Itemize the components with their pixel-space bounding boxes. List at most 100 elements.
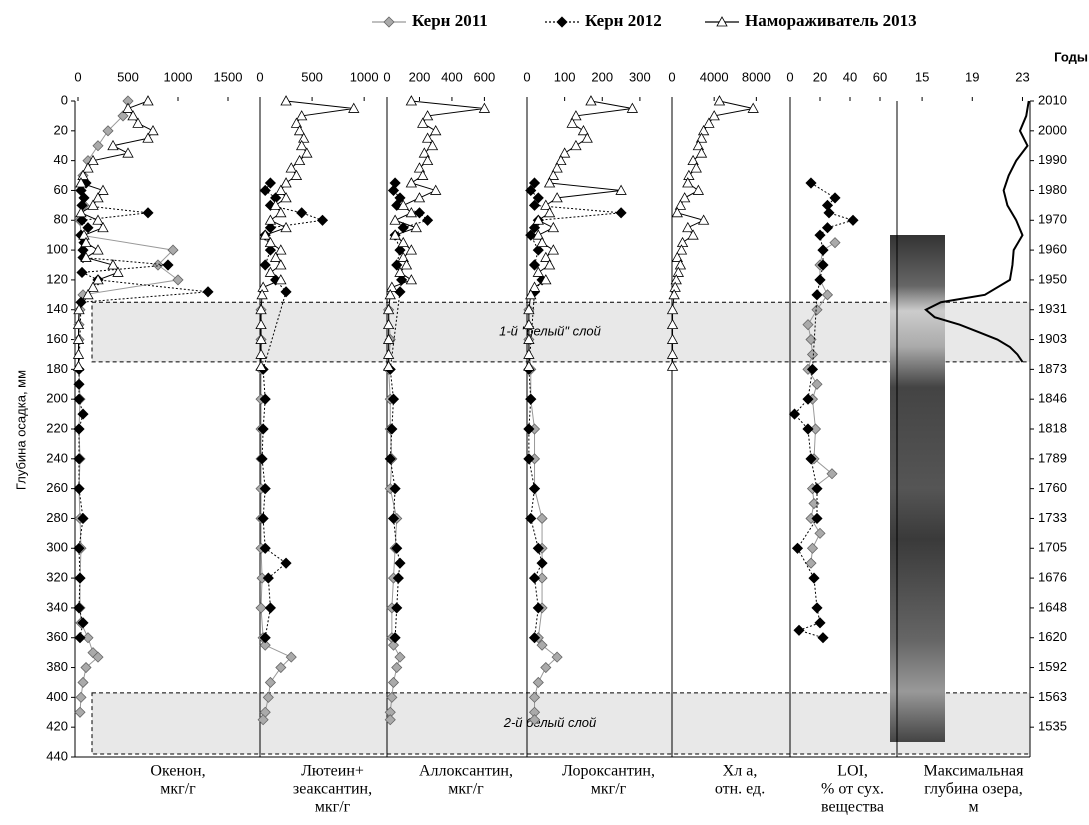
diamond-marker <box>202 286 214 298</box>
diamond-marker <box>264 676 276 689</box>
y2-tick-label: 1563 <box>1038 689 1067 704</box>
diamond-marker <box>525 184 537 197</box>
triangle-marker <box>413 162 426 173</box>
y-tick-label: 140 <box>46 301 68 316</box>
triangle-marker <box>92 274 104 285</box>
diamond-marker <box>532 602 544 614</box>
triangle-marker <box>675 244 688 255</box>
diamond-marker <box>805 557 817 569</box>
y-tick-label: 180 <box>46 361 68 376</box>
triangle-marker <box>389 229 401 240</box>
diamond-marker <box>391 259 403 271</box>
y-tick-label: 280 <box>46 510 68 525</box>
x-tick-label: 1500 <box>214 69 243 84</box>
triangle-marker <box>82 288 94 300</box>
triangle-marker <box>122 102 134 113</box>
x-tick-label: 600 <box>474 69 496 84</box>
diamond-marker <box>793 624 805 636</box>
diamond-marker <box>162 259 174 271</box>
triangle-marker <box>280 221 292 233</box>
triangle-marker <box>747 102 759 113</box>
diamond-marker <box>532 244 544 256</box>
diamond-marker <box>394 557 406 569</box>
triangle-marker <box>97 184 109 195</box>
triangle-marker <box>295 110 308 121</box>
x-axis-title: мкг/г <box>591 781 627 798</box>
triangle-marker <box>692 184 705 195</box>
y-axis-title: Глубина осадка, мм <box>13 370 28 490</box>
triangle-marker <box>405 274 418 285</box>
y2-tick-label: 1818 <box>1038 420 1067 435</box>
x-axis-title: глубина озера, <box>924 781 1022 798</box>
triangle-marker <box>92 192 104 203</box>
triangle-marker <box>280 177 292 188</box>
triangle-marker <box>107 259 119 270</box>
x-tick-label: 15 <box>915 69 929 84</box>
triangle-marker <box>532 229 544 240</box>
triangle-marker <box>426 139 439 151</box>
triangle-marker <box>682 221 694 233</box>
triangle-marker <box>92 244 104 255</box>
diamond-marker <box>392 572 404 584</box>
diamond-marker <box>82 222 94 234</box>
triangle-marker <box>690 162 702 173</box>
x-axis-title: мкг/г <box>160 781 196 798</box>
x-tick-label: 200 <box>591 69 613 84</box>
y2-tick-label: 1733 <box>1038 510 1067 525</box>
triangle-marker <box>255 348 267 359</box>
diamond-marker <box>536 557 548 569</box>
triangle-marker <box>295 139 308 151</box>
diamond-marker <box>82 632 94 644</box>
x-axis-title: Окенон, <box>150 763 205 780</box>
x-axis-title: мкг/г <box>448 781 484 798</box>
triangle-marker <box>695 147 708 158</box>
diamond-marker <box>528 222 541 234</box>
diamond-marker <box>823 207 835 219</box>
diamond-marker <box>525 393 537 405</box>
diamond-marker <box>422 214 434 226</box>
diamond-marker <box>523 453 535 465</box>
diamond-marker <box>73 393 85 405</box>
legend-label: Керн 2012 <box>585 11 662 30</box>
triangle-marker <box>405 244 418 255</box>
triangle-marker <box>581 132 593 143</box>
triangle-marker <box>77 169 89 180</box>
y-tick-label: 160 <box>46 331 68 346</box>
triangle-marker <box>417 117 429 128</box>
diamond-marker <box>551 651 563 663</box>
y-tick-label: 420 <box>46 719 68 734</box>
diamond-marker <box>821 289 834 301</box>
diamond-marker <box>259 483 271 495</box>
triangle-marker <box>147 124 159 136</box>
x-tick-label: 60 <box>873 69 887 84</box>
x-tick-label: 100 <box>554 69 576 84</box>
triangle-marker <box>547 169 560 180</box>
triangle-marker <box>80 236 92 248</box>
diamond-marker <box>536 639 548 651</box>
x-axis-title: м <box>968 799 978 816</box>
diamond-marker <box>811 304 823 316</box>
y2-tick-label: 1760 <box>1038 480 1067 495</box>
diamond-marker <box>384 453 396 465</box>
triangle-marker <box>92 214 104 225</box>
diamond-marker <box>528 199 541 211</box>
diamond-marker <box>74 632 86 644</box>
triangle-marker <box>280 192 292 203</box>
diamond-marker <box>788 408 801 420</box>
x-tick-label: 0 <box>256 69 263 84</box>
triangle-marker <box>405 177 418 188</box>
diamond-marker <box>262 572 274 584</box>
diamond-marker <box>806 363 819 375</box>
y-tick-label: 120 <box>46 271 68 286</box>
triangle-marker <box>285 162 297 173</box>
diamond-marker <box>808 572 820 584</box>
triangle-marker <box>280 95 292 106</box>
diamond-marker <box>262 691 274 703</box>
diamond-marker <box>814 274 826 286</box>
triangle-marker <box>127 110 139 121</box>
triangle-marker <box>405 95 418 106</box>
triangle-marker <box>666 333 679 344</box>
diamond-marker <box>76 214 88 226</box>
diamond-marker <box>257 423 269 435</box>
triangle-marker <box>413 192 426 203</box>
